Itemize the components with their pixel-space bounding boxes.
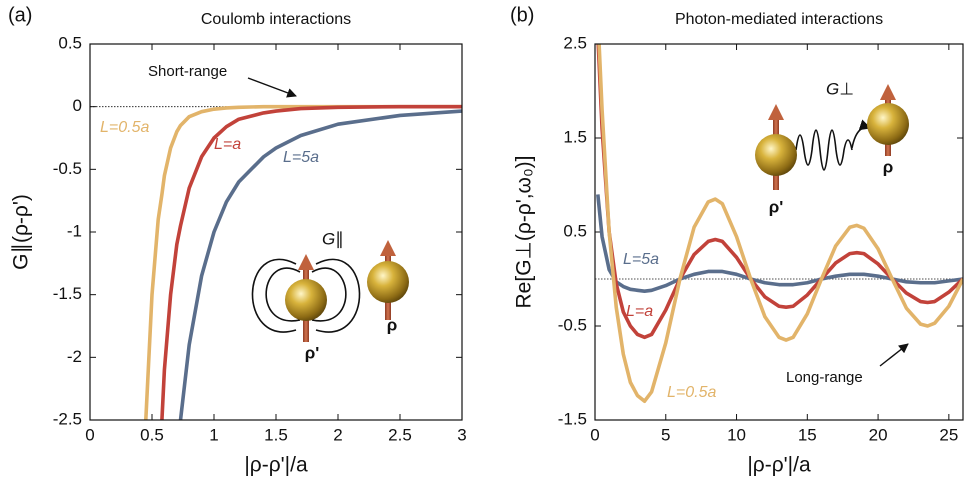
y-tick-label: -1.5 bbox=[558, 409, 587, 428]
x-tick-label: 25 bbox=[939, 425, 958, 444]
x-tick-label: 2.5 bbox=[388, 425, 412, 444]
y-tick-label: -1.5 bbox=[53, 284, 82, 303]
annotation: ρ' bbox=[769, 197, 784, 216]
particle-illustration bbox=[285, 240, 409, 342]
y-tick-label: 2.5 bbox=[563, 33, 587, 52]
annotation: Short-range bbox=[148, 63, 227, 80]
y-tick-label: 0.5 bbox=[563, 221, 587, 240]
x-tick-label: 10 bbox=[727, 425, 746, 444]
series-line bbox=[596, 44, 963, 340]
series-line bbox=[160, 104, 462, 420]
axes-frame bbox=[594, 43, 964, 421]
series-line bbox=[144, 104, 462, 420]
series-label: L=0.5a bbox=[100, 119, 149, 136]
y-tick-label: 1.5 bbox=[563, 127, 587, 146]
series-line bbox=[178, 109, 462, 420]
series-label: L=0.5a bbox=[667, 384, 716, 401]
plot-area bbox=[144, 104, 462, 420]
x-tick-label: 3 bbox=[457, 425, 466, 444]
chart-title: Photon-mediated interactions bbox=[675, 11, 883, 28]
y-axis-label: G∥(ρ-ρ') bbox=[10, 194, 33, 270]
axes-frame bbox=[89, 43, 463, 421]
y-tick-label: -2 bbox=[67, 347, 82, 366]
annotation: Long-range bbox=[786, 369, 863, 386]
annotation: G⊥ bbox=[826, 79, 854, 98]
y-tick-label: -1 bbox=[67, 221, 82, 240]
x-tick-label: 1 bbox=[209, 425, 218, 444]
x-axis-label: |ρ-ρ'|/a bbox=[244, 454, 308, 477]
y-tick-label: -0.5 bbox=[558, 315, 587, 334]
x-tick-label: 1.5 bbox=[264, 425, 288, 444]
annotation: ρ bbox=[387, 315, 398, 334]
x-tick-label: 5 bbox=[661, 425, 670, 444]
annotation: ρ bbox=[883, 157, 894, 176]
series-line bbox=[597, 44, 963, 403]
y-axis-label: Re[G⊥(ρ-ρ',ω₀)] bbox=[513, 156, 536, 309]
series-line bbox=[596, 194, 963, 294]
y-tick-label: -2.5 bbox=[53, 409, 82, 428]
x-tick-label: 15 bbox=[798, 425, 817, 444]
series-label: L=5a bbox=[623, 251, 659, 268]
x-tick-label: 0 bbox=[590, 425, 599, 444]
x-tick-label: 0 bbox=[85, 425, 94, 444]
x-axis-label: |ρ-ρ'|/a bbox=[747, 454, 811, 477]
annotation-arrow bbox=[247, 77, 297, 98]
panel-label: (b) bbox=[510, 4, 534, 26]
plot-area bbox=[596, 44, 963, 403]
photon-illustration bbox=[755, 84, 909, 190]
annotation: G∥ bbox=[322, 229, 344, 248]
series-label: L=a bbox=[626, 303, 653, 320]
y-tick-label: 0.5 bbox=[58, 33, 82, 52]
annotation: ρ' bbox=[305, 343, 320, 362]
series-label: L=5a bbox=[283, 149, 319, 166]
series-label: L=a bbox=[214, 136, 241, 153]
y-tick-label: 0 bbox=[73, 96, 82, 115]
annotation-arrow bbox=[879, 343, 909, 367]
y-tick-label: -0.5 bbox=[53, 159, 82, 178]
chart-title: Coulomb interactions bbox=[201, 11, 351, 28]
dipole-field-illustration bbox=[251, 258, 361, 333]
x-tick-label: 20 bbox=[869, 425, 888, 444]
x-tick-label: 0.5 bbox=[140, 425, 164, 444]
panel-label: (a) bbox=[8, 4, 32, 26]
x-tick-label: 2 bbox=[333, 425, 342, 444]
